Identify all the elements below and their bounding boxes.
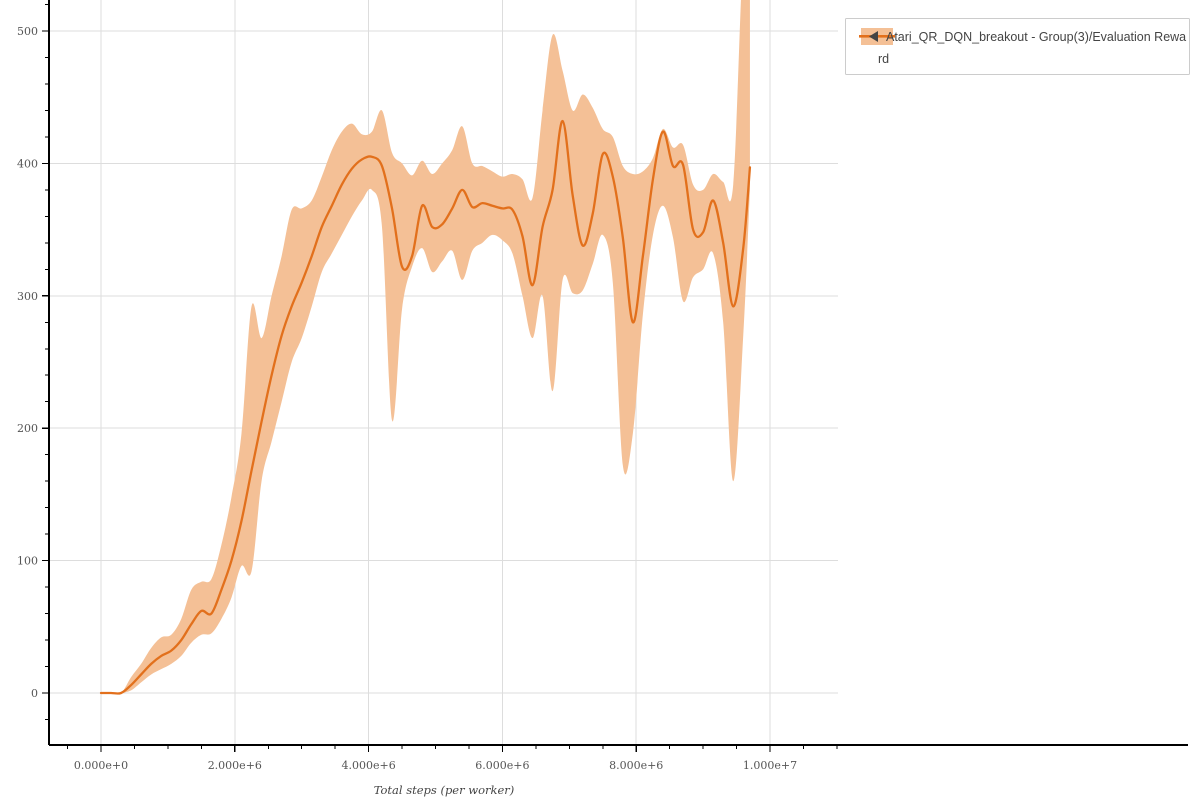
x-tick-label: 6.000e+6 — [475, 759, 529, 772]
x-tick-label: 1.000e+7 — [743, 759, 797, 772]
x-tick-label: 0.000e+0 — [74, 759, 128, 772]
y-tick-label: 100 — [17, 555, 38, 568]
plot-area — [99, 0, 752, 695]
axes — [42, 0, 1188, 752]
x-tick-label: 8.000e+6 — [609, 759, 663, 772]
triangle-left-icon[interactable] — [869, 31, 878, 42]
x-axis-title: Total steps (per worker) — [374, 783, 515, 797]
legend-label-line1: Atari_QR_DQN_breakout - Group(3)/Evaluat… — [886, 30, 1186, 44]
y-tick-label: 200 — [17, 422, 38, 435]
x-tick-label: 4.000e+6 — [341, 759, 395, 772]
x-tick-label: 2.000e+6 — [208, 759, 262, 772]
data-line — [99, 119, 752, 695]
tick-labels: 0 100 200 300 400 500 0.000e+0 2.000e+6 4.000e+6… — [17, 25, 797, 772]
y-tick-label: 300 — [17, 290, 38, 303]
legend-background — [845, 18, 1190, 75]
y-tick-label: 0 — [31, 687, 38, 700]
y-tick-label: 400 — [17, 157, 38, 170]
y-tick-label: 500 — [17, 25, 38, 38]
confidence-band — [101, 0, 750, 695]
legend[interactable]: Atari_QR_DQN_breakout - Group(3)/Evaluat… — [845, 18, 1190, 75]
legend-label-line2: rd — [878, 52, 889, 66]
